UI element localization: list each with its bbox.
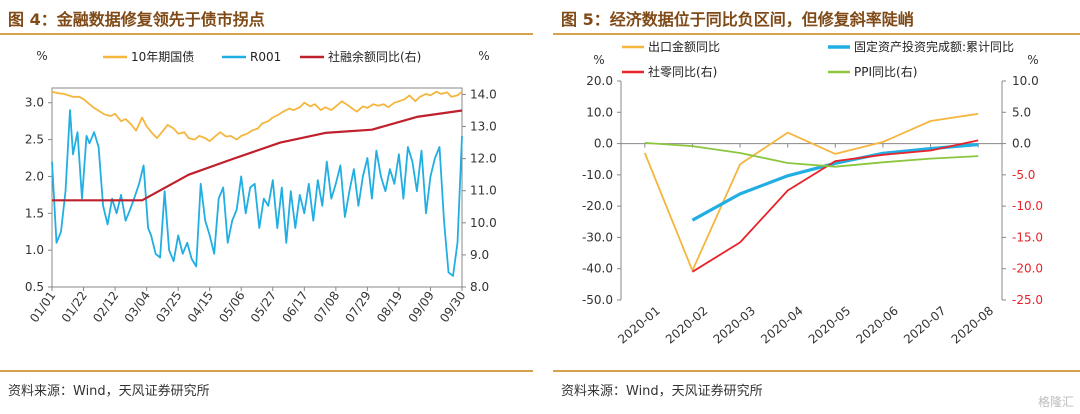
x-tick-label: 2020-06	[853, 304, 900, 347]
y-left-tick-label: 0.5	[25, 280, 44, 294]
legend-label: 出口金额同比	[648, 39, 720, 54]
x-tick-label: 2020-07	[901, 304, 948, 347]
y-right-tick-label: -20.0	[1012, 262, 1043, 276]
y-left-tick-label: 20.0	[586, 74, 613, 88]
legend-label: 10年期国债	[131, 50, 194, 64]
y-left-tick-label: -30.0	[582, 230, 613, 244]
y-right-tick-label: 8.0	[470, 280, 489, 294]
x-tick-label: 01/22	[59, 289, 90, 325]
y-left-tick-label: -20.0	[582, 199, 613, 213]
series-line	[51, 90, 463, 143]
legend-label: 社零同比(右)	[648, 64, 717, 79]
x-tick-label: 03/25	[153, 289, 184, 325]
legend-label: 社融余额同比(右)	[328, 49, 421, 64]
series-line	[691, 142, 979, 222]
y-right-tick-label: 12.0	[470, 152, 497, 166]
figure-title: 图 5：经济数据位于同比负区间，但修复斜率陡峭	[561, 10, 914, 29]
y-right-tick-label: 10.0	[1012, 74, 1039, 88]
x-tick-label: 2020-04	[758, 304, 805, 347]
chart-figure-5: % % -50.0 -40.0 -30.0 -20.0 -10.0 0.0 10.0 20.0 -2…	[582, 39, 1043, 347]
title-rule	[0, 33, 533, 35]
x-tick-label: 09/30	[437, 289, 468, 325]
x-tick-label: 2020-05	[806, 304, 853, 347]
x-tick-label: 02/12	[90, 289, 121, 325]
y-right-tick-label: 14.0	[470, 87, 497, 101]
chart-figure-4: % % 0.5 1.0 1.5 2.0 2.5 3.0 8.0 9.0 10.0 11.0 12.0 13…	[25, 49, 497, 325]
source-rule	[553, 370, 1080, 372]
figure-title: 图 4：金融数据修复领先于债市拐点	[8, 10, 265, 29]
x-tick-label: 07/08	[311, 289, 342, 325]
x-tick-label: 04/15	[185, 289, 216, 325]
x-tick-label: 08/19	[374, 289, 405, 325]
y-left-tick-label: 1.5	[25, 206, 44, 220]
y-right-tick-label: -15.0	[1012, 230, 1043, 244]
figure-5-panel: 图 5：经济数据位于同比负区间，但修复斜率陡峭 %% -50.0 -40.0 -30.…	[553, 0, 1080, 414]
y-right-tick-label: -25.0	[1012, 293, 1043, 307]
y-right-tick-label: 9.0	[470, 248, 489, 262]
x-tick-label: 01/01	[27, 289, 58, 325]
y-left-tick-label: 2.5	[25, 133, 44, 147]
series-line	[644, 142, 979, 168]
y-right-tick-label: 11.0	[470, 184, 497, 198]
y-right-tick-label: 0.0	[1012, 137, 1031, 151]
y-left-tick-label: 1.0	[25, 243, 44, 257]
left-axis-unit: %	[36, 49, 47, 63]
x-tick-label: 2020-02	[663, 304, 710, 347]
series-line	[691, 139, 979, 273]
y-right-tick-label: 5.0	[1012, 105, 1031, 119]
y-left-tick-label: -10.0	[582, 168, 613, 182]
right-axis-unit: %	[1027, 53, 1038, 67]
left-axis-unit: %	[593, 53, 604, 67]
x-tick-label: 09/09	[406, 289, 437, 325]
y-left-tick-label: 2.0	[25, 169, 44, 183]
y-left-tick-label: -40.0	[582, 262, 613, 276]
right-axis-unit: %	[478, 49, 489, 63]
title-rule	[553, 33, 1080, 35]
y-left-tick-label: 0.0	[594, 137, 613, 151]
y-right-tick-label: -5.0	[1012, 168, 1035, 182]
y-left-tick-label: -50.0	[582, 293, 613, 307]
series-line	[643, 112, 979, 272]
watermark-text: 格隆汇	[1037, 395, 1074, 409]
source-note: 资料来源：Wind，天风证券研究所	[8, 384, 210, 399]
x-tick-label: 2020-08	[949, 304, 996, 347]
figure-4-panel: 图 4：金融数据修复领先于债市拐点 %% 0.5 1.0 1.5 2.0 2.5 3.0 8.…	[0, 0, 533, 414]
y-right-tick-label: -10.0	[1012, 199, 1043, 213]
x-tick-label: 05/27	[248, 289, 279, 325]
y-left-tick-label: 3.0	[25, 96, 44, 110]
x-tick-label: 06/17	[279, 289, 310, 325]
legend-label: 固定资产投资完成额:累计同比	[854, 39, 1014, 54]
x-tick-label: 03/04	[122, 289, 153, 325]
x-tick-label: 2020-01	[615, 304, 662, 347]
x-tick-label: 05/06	[216, 289, 247, 325]
series-line	[52, 109, 463, 202]
x-tick-label: 07/29	[343, 289, 374, 325]
source-note: 资料来源：Wind，天风证券研究所	[561, 384, 763, 399]
legend-label: R001	[250, 50, 281, 64]
y-right-tick-label: 10.0	[470, 216, 497, 230]
y-left-tick-label: 10.0	[586, 105, 613, 119]
y-right-tick-label: 13.0	[470, 120, 497, 134]
series-line	[51, 109, 463, 277]
legend-label: PPI同比(右)	[854, 64, 917, 79]
x-tick-label: 2020-03	[711, 304, 758, 347]
source-rule	[0, 370, 533, 372]
plot-frame	[51, 87, 463, 288]
